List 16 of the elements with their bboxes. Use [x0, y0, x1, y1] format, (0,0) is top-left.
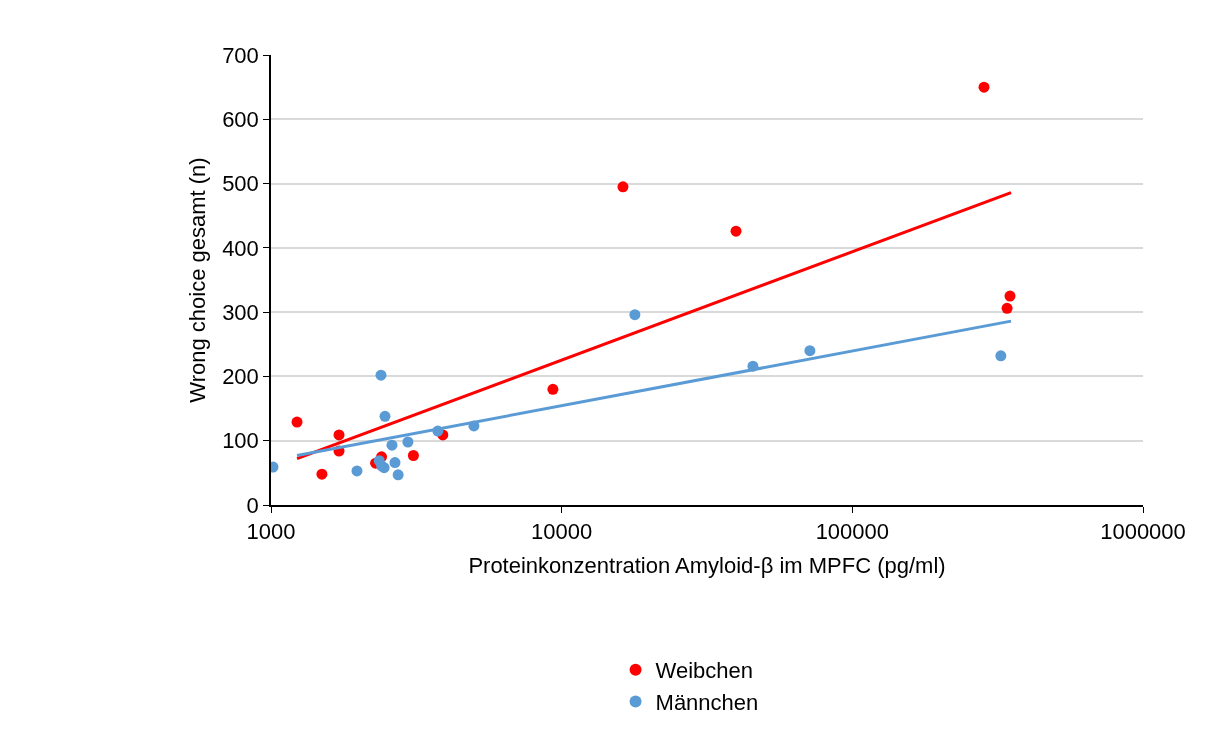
y-tick-label: 0 [246, 492, 259, 518]
y-tick-label: 500 [222, 171, 259, 197]
x-tick-label: 1000000 [1100, 519, 1186, 545]
y-tick-label: 300 [222, 299, 259, 325]
y-tick-label: 600 [222, 106, 259, 132]
y-tick-label: 700 [222, 42, 259, 68]
legend-label: Männchen [655, 689, 759, 715]
x-axis-title: Proteinkonzentration Amyloid-β im MPFC (pg/ml) [468, 552, 946, 578]
y-axis-title: Wrong choice gesamt (n) [185, 157, 211, 403]
y-tick-label: 400 [222, 235, 259, 261]
x-tick-label: 1000 [246, 519, 296, 545]
y-tick-label: 200 [222, 364, 259, 390]
x-tick-label: 100000 [815, 519, 890, 545]
y-tick-label: 100 [222, 428, 259, 454]
x-tick-label: 10000 [531, 519, 593, 545]
legend-label: Weibchen [655, 658, 753, 684]
